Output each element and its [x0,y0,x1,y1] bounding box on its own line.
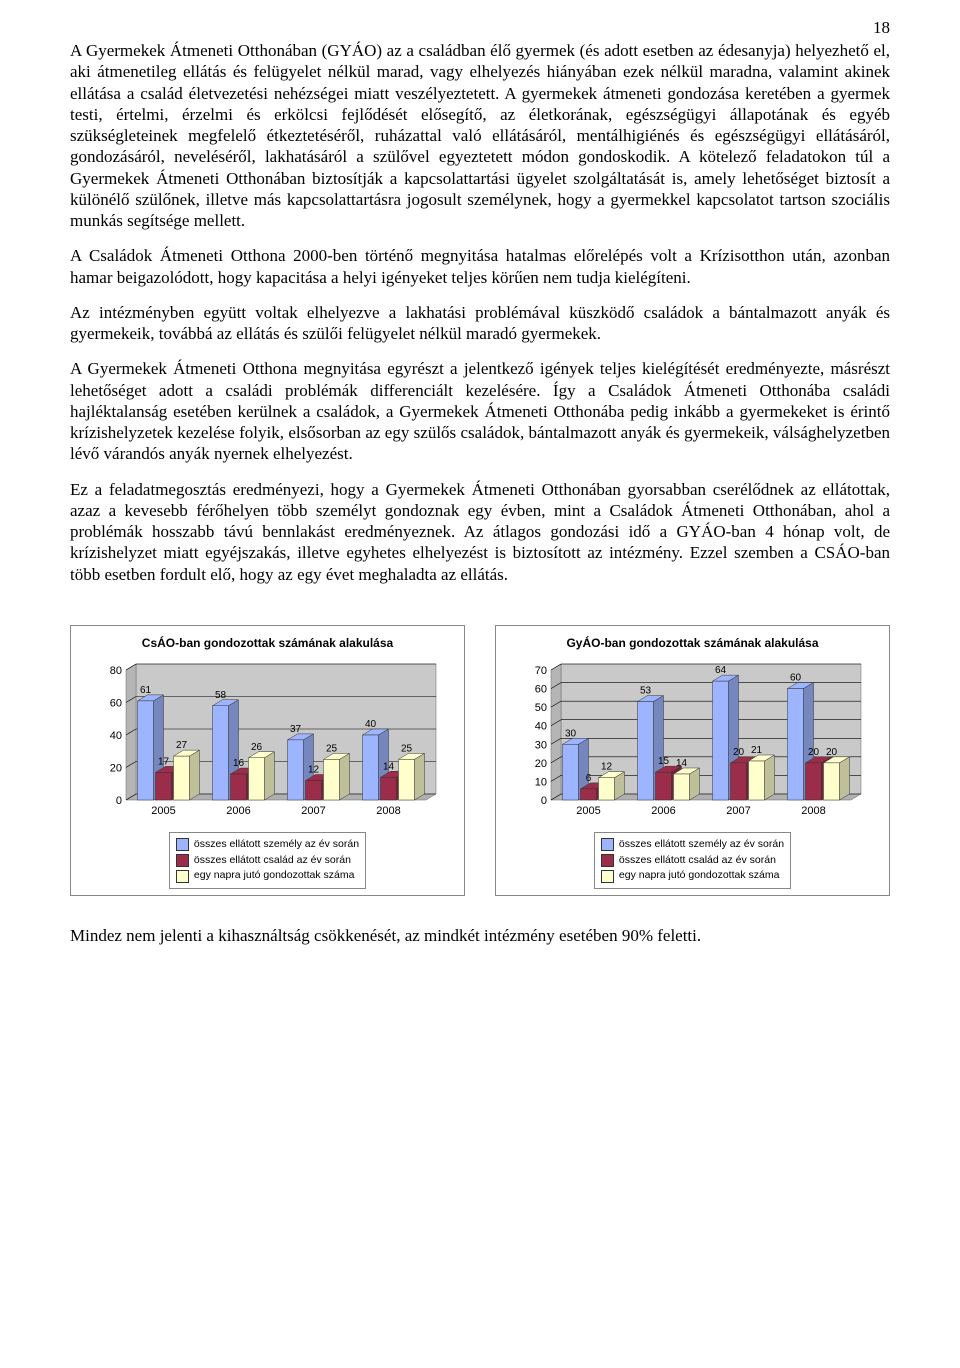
svg-text:58: 58 [214,690,226,701]
chart-right: GyÁO-ban gondozottak számának alakulása … [495,625,890,896]
svg-text:25: 25 [400,743,412,754]
svg-text:2007: 2007 [301,805,325,817]
chart-left-title: CsÁO-ban gondozottak számának alakulása [79,636,456,650]
svg-text:37: 37 [289,724,301,735]
svg-text:10: 10 [534,776,546,788]
legend-label: összes ellátott család az év során [619,853,776,869]
svg-text:0: 0 [540,795,546,807]
svg-text:53: 53 [639,685,651,696]
paragraph-4: A Gyermekek Átmeneti Otthona megnyitása … [70,358,890,464]
svg-text:80: 80 [109,665,121,677]
chart-right-svg: 0 10 20 30 40 50 60 70 30 6 12 2005 53 15 14 2006 64 20 21… [513,656,873,826]
svg-text:20: 20 [807,747,819,758]
chart-right-legend: összes ellátott személy az év soránössze… [594,832,791,889]
svg-text:2006: 2006 [226,805,250,817]
legend-item: összes ellátott család az év során [601,853,784,869]
svg-text:6: 6 [585,773,591,784]
legend-label: összes ellátott család az év során [194,853,351,869]
svg-text:16: 16 [232,758,244,769]
legend-item: egy napra jutó gondozottak száma [176,868,359,884]
svg-text:2005: 2005 [151,805,175,817]
svg-text:12: 12 [307,764,319,775]
svg-text:27: 27 [175,740,187,751]
legend-label: egy napra jutó gondozottak száma [194,868,355,884]
legend-item: egy napra jutó gondozottak száma [601,868,784,884]
chart-left-svg: 0 20 40 60 80 61 17 27 2005 58 16 26 2006 37 12 25 2007 4… [88,656,448,826]
page: 18 A Gyermekek Átmeneti Otthonában (GYÁO… [0,0,960,1003]
legend-item: összes ellátott család az év során [176,853,359,869]
svg-text:0: 0 [115,795,121,807]
svg-text:20: 20 [109,762,121,774]
svg-text:30: 30 [564,728,576,739]
svg-text:20: 20 [732,747,744,758]
svg-text:15: 15 [657,756,669,767]
chart-left-legend: összes ellátott személy az év soránössze… [169,832,366,889]
svg-text:20: 20 [534,758,546,770]
svg-text:20: 20 [825,747,837,758]
legend-label: összes ellátott személy az év során [619,837,784,853]
legend-label: összes ellátott személy az év során [194,837,359,853]
svg-text:40: 40 [109,730,121,742]
charts-row: CsÁO-ban gondozottak számának alakulása … [70,625,890,896]
svg-text:2007: 2007 [726,805,750,817]
chart-right-title: GyÁO-ban gondozottak számának alakulása [504,636,881,650]
chart-left: CsÁO-ban gondozottak számának alakulása … [70,625,465,896]
legend-swatch [601,854,614,867]
legend-item: összes ellátott személy az év során [601,837,784,853]
paragraph-2: A Családok Átmeneti Otthona 2000-ben tör… [70,245,890,288]
svg-text:21: 21 [750,745,762,756]
svg-text:2005: 2005 [576,805,600,817]
svg-text:40: 40 [534,720,546,732]
svg-text:60: 60 [789,672,801,683]
svg-text:40: 40 [364,719,376,730]
legend-swatch [601,870,614,883]
svg-text:64: 64 [714,665,726,676]
closing-paragraph: Mindez nem jelenti a kihasználtság csökk… [70,926,890,946]
svg-text:70: 70 [534,665,546,677]
svg-text:30: 30 [534,739,546,751]
svg-text:60: 60 [109,697,121,709]
svg-text:60: 60 [534,683,546,695]
svg-text:25: 25 [325,743,337,754]
page-number: 18 [873,18,890,38]
svg-text:14: 14 [675,758,687,769]
svg-text:14: 14 [382,761,394,772]
legend-swatch [601,838,614,851]
paragraph-1: A Gyermekek Átmeneti Otthonában (GYÁO) a… [70,40,890,231]
svg-text:2008: 2008 [376,805,400,817]
svg-text:26: 26 [250,742,262,753]
legend-label: egy napra jutó gondozottak száma [619,868,780,884]
paragraph-5: Ez a feladatmegosztás eredményezi, hogy … [70,479,890,585]
legend-swatch [176,854,189,867]
svg-text:61: 61 [139,685,151,696]
paragraph-3: Az intézményben együtt voltak elhelyezve… [70,302,890,345]
svg-text:50: 50 [534,702,546,714]
legend-swatch [176,838,189,851]
legend-item: összes ellátott személy az év során [176,837,359,853]
svg-text:2008: 2008 [801,805,825,817]
svg-text:2006: 2006 [651,805,675,817]
svg-text:12: 12 [600,761,612,772]
svg-text:17: 17 [157,756,169,767]
legend-swatch [176,870,189,883]
